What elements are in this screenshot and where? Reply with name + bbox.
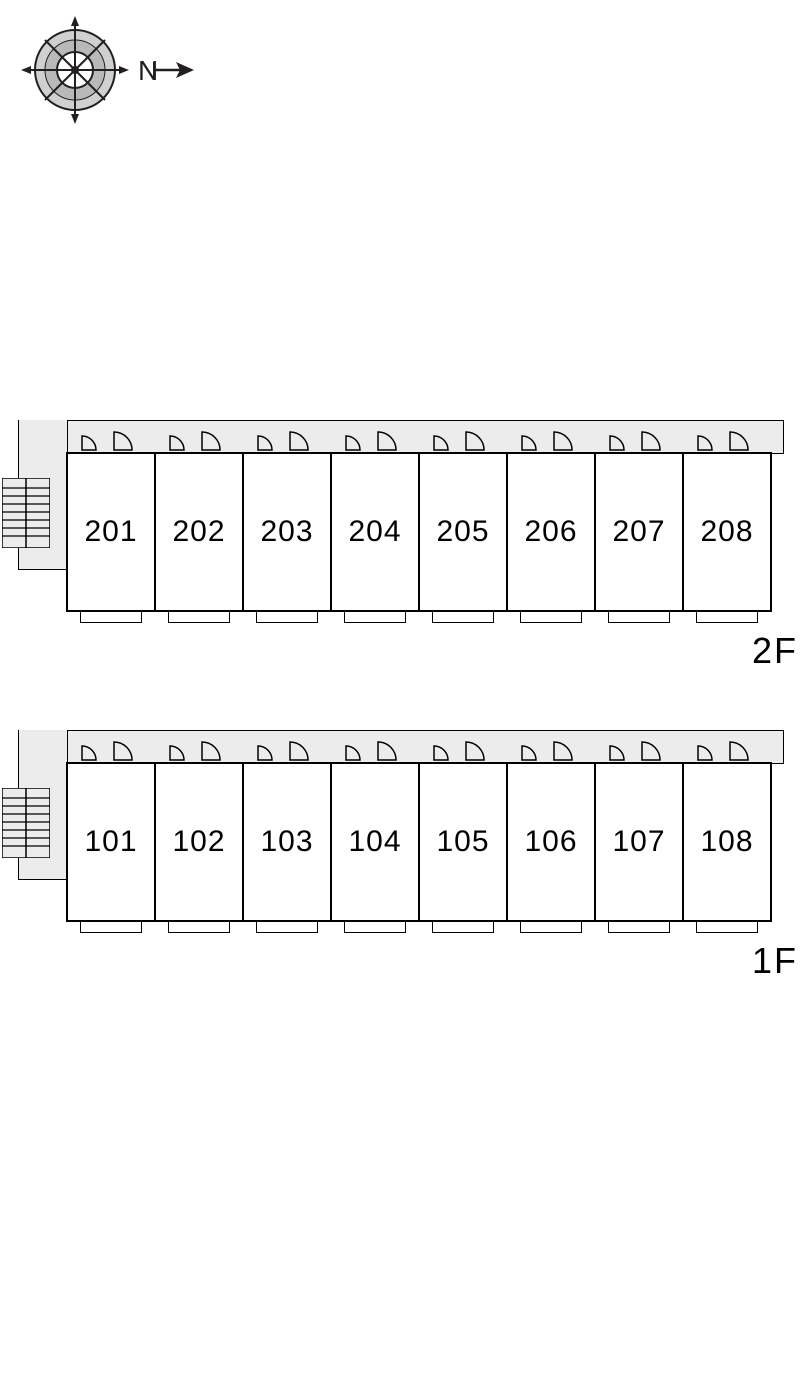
floor-block: 201 202 203 204 205 (10, 420, 790, 670)
balcony-icon (682, 922, 772, 938)
unit-cell: 101 (66, 762, 156, 922)
unit-cell: 106 (506, 762, 596, 922)
balcony-icon (242, 612, 332, 628)
floor-label: 1F (752, 940, 798, 982)
unit-label: 206 (524, 515, 577, 549)
unit-cell: 108 (682, 762, 772, 922)
balcony-icon (330, 612, 420, 628)
unit-label: 106 (524, 825, 577, 859)
unit-cell: 203 (242, 452, 332, 612)
balcony-icon (66, 612, 156, 628)
compass-icon: N (20, 10, 200, 135)
unit-cell: 103 (242, 762, 332, 922)
unit-label: 204 (348, 515, 401, 549)
canvas: N 201 202 203 (0, 0, 800, 1373)
unit-cell: 104 (330, 762, 420, 922)
unit-label: 202 (172, 515, 225, 549)
units-row: 201 202 203 204 205 (66, 452, 772, 612)
door-icon (164, 428, 234, 452)
balcony-icon (418, 922, 508, 938)
door-icon (428, 428, 498, 452)
unit-label: 102 (172, 825, 225, 859)
floor-block: 101 102 103 104 105 (10, 730, 790, 980)
door-icon (428, 738, 498, 762)
unit-label: 107 (612, 825, 665, 859)
unit-cell: 207 (594, 452, 684, 612)
balcony-icon (66, 922, 156, 938)
unit-label: 101 (84, 825, 137, 859)
door-icon (340, 738, 410, 762)
balcony-icon (418, 612, 508, 628)
unit-cell: 205 (418, 452, 508, 612)
door-icon (692, 428, 762, 452)
unit-label: 208 (700, 515, 753, 549)
unit-label: 201 (84, 515, 137, 549)
unit-cell: 201 (66, 452, 156, 612)
floors-container: 201 202 203 204 205 (0, 420, 800, 1040)
balcony-icon (242, 922, 332, 938)
stairs-icon (2, 788, 50, 863)
unit-cell: 206 (506, 452, 596, 612)
door-icon (604, 428, 674, 452)
balcony-icon (506, 922, 596, 938)
units-row: 101 102 103 104 105 (66, 762, 772, 922)
door-icon (516, 428, 586, 452)
door-icon (76, 428, 146, 452)
unit-label: 203 (260, 515, 313, 549)
balcony-row (66, 612, 772, 628)
unit-cell: 102 (154, 762, 244, 922)
unit-label: 105 (436, 825, 489, 859)
door-icon (340, 428, 410, 452)
door-icon (604, 738, 674, 762)
door-icon (252, 428, 322, 452)
unit-label: 207 (612, 515, 665, 549)
stairs-icon (2, 478, 50, 553)
door-icon (252, 738, 322, 762)
unit-label: 103 (260, 825, 313, 859)
balcony-icon (330, 922, 420, 938)
unit-label: 205 (436, 515, 489, 549)
unit-label: 108 (700, 825, 753, 859)
unit-label: 104 (348, 825, 401, 859)
balcony-icon (154, 612, 244, 628)
balcony-icon (594, 922, 684, 938)
balcony-icon (506, 612, 596, 628)
door-icon (516, 738, 586, 762)
balcony-icon (594, 612, 684, 628)
door-icon (164, 738, 234, 762)
unit-cell: 208 (682, 452, 772, 612)
unit-cell: 204 (330, 452, 420, 612)
balcony-row (66, 922, 772, 938)
floor-label: 2F (752, 630, 798, 672)
unit-cell: 202 (154, 452, 244, 612)
balcony-icon (682, 612, 772, 628)
balcony-icon (154, 922, 244, 938)
door-icon (692, 738, 762, 762)
unit-cell: 107 (594, 762, 684, 922)
unit-cell: 105 (418, 762, 508, 922)
door-icon (76, 738, 146, 762)
